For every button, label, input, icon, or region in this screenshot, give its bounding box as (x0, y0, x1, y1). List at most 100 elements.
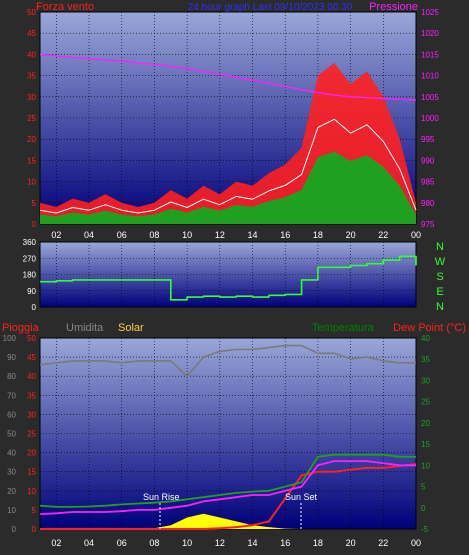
tick-label: 40 (27, 50, 36, 59)
tick-label: 90 (27, 287, 36, 296)
series-dew-point (39, 460, 416, 515)
tick-label: 15 (27, 468, 36, 477)
tick-label: 270 (23, 254, 37, 263)
series-rain (40, 463, 417, 530)
compass-letter: N (436, 301, 444, 313)
panel3-label-humidity: Umidita (66, 322, 104, 334)
tick-label: 20 (7, 487, 16, 496)
panel2-left-ticks: 360 270 180 90 0 (23, 238, 37, 312)
panel3-label-rain: Pioggia (2, 322, 40, 334)
x-tick-label: 06 (117, 538, 127, 548)
tick-label: 40 (27, 372, 36, 381)
x-tick-label: 10 (182, 538, 192, 548)
tick-label: 20 (27, 135, 36, 144)
tick-label: 20 (421, 419, 430, 428)
panel3-series (39, 344, 417, 530)
panel2-series (40, 255, 417, 301)
tick-label: 995 (421, 135, 435, 144)
x-tick-label: 08 (149, 230, 159, 240)
x-tick-label: 06 (117, 230, 127, 240)
x-tick-label: 08 (149, 538, 159, 548)
panel2-plot-area (39, 241, 417, 308)
panel3-plot-area (39, 337, 417, 530)
tick-label: 40 (421, 334, 430, 343)
x-tick-label: 16 (280, 230, 290, 240)
x-tick-label: 00 (411, 538, 421, 548)
tick-label: 35 (27, 391, 36, 400)
tick-label: 985 (421, 178, 435, 187)
tick-label: 0 (32, 220, 37, 229)
tick-label: 1010 (421, 72, 439, 81)
tick-label: 1005 (421, 93, 439, 102)
panel1-x-ticks: 02 04 06 08 10 12 14 16 18 20 22 00 (51, 230, 421, 240)
x-tick-label: 18 (313, 538, 323, 548)
tick-label: 60 (7, 410, 16, 419)
panel3-label-temp: Temperatura (312, 322, 375, 334)
compass-letter: N (436, 241, 444, 253)
tick-label: 0 (32, 303, 37, 312)
tick-label: 40 (7, 449, 16, 458)
tick-label: 5 (32, 506, 37, 515)
series-wind-direction (40, 255, 417, 301)
panel1-title-left: Forza vento (36, 1, 94, 13)
tick-label: 10 (421, 461, 430, 470)
series-wind-line (39, 118, 417, 214)
tick-label: 1020 (421, 29, 439, 38)
x-tick-label: 00 (411, 230, 421, 240)
tick-label: 180 (23, 271, 37, 280)
tick-label: 1025 (421, 8, 439, 17)
x-tick-label: 12 (215, 230, 225, 240)
x-tick-label: 20 (346, 230, 356, 240)
panel3-label-dew: Dew Point (°C) (393, 322, 466, 334)
tick-label: 1000 (421, 114, 439, 123)
tick-label: 360 (23, 238, 37, 247)
x-tick-label: 22 (378, 538, 388, 548)
tick-label: 20 (27, 449, 36, 458)
panel1-title-right: Pressione (369, 1, 418, 13)
x-tick-label: 14 (248, 230, 258, 240)
tick-label: 10 (27, 487, 36, 496)
x-tick-label: 18 (313, 230, 323, 240)
x-tick-label: 20 (346, 538, 356, 548)
x-tick-label: 10 (182, 230, 192, 240)
tick-label: 15 (421, 440, 430, 449)
panel3-grid (40, 338, 417, 529)
tick-label: 990 (421, 156, 435, 165)
tick-label: 90 (7, 353, 16, 362)
tick-label: 10 (27, 178, 36, 187)
compass-letter: W (435, 256, 446, 268)
panel3-right-ticks: 40 35 30 25 20 15 10 5 0 -5 (421, 334, 430, 534)
tick-label: 0 (32, 525, 37, 534)
tick-label: 5 (32, 199, 37, 208)
tick-label: 980 (421, 199, 435, 208)
x-tick-label: 02 (51, 538, 61, 548)
tick-label: 975 (421, 220, 435, 229)
tick-label: 30 (7, 468, 16, 477)
tick-label: 25 (27, 430, 36, 439)
compass-letter: E (436, 286, 443, 298)
compass-letter: S (436, 271, 443, 283)
tick-label: 100 (3, 334, 17, 343)
panel3-x-ticks: 02 04 06 08 10 12 14 16 18 20 22 00 (51, 538, 421, 548)
tick-label: 25 (27, 114, 36, 123)
x-tick-label: 04 (84, 538, 94, 548)
tick-label: 30 (27, 93, 36, 102)
tick-label: 25 (421, 398, 430, 407)
tick-label: 10 (7, 506, 16, 515)
tick-label: 0 (421, 504, 426, 513)
x-tick-label: 14 (248, 538, 258, 548)
x-tick-label: 16 (280, 538, 290, 548)
panel1-title-center: 24 hour graph Last 09/10/2023 00:30 (188, 2, 353, 13)
series-pressure (39, 53, 417, 101)
panel1-series (39, 53, 417, 225)
tick-label: 50 (27, 8, 36, 17)
tick-label: 1015 (421, 50, 439, 59)
panel3-label-solar: Solar (118, 322, 144, 334)
tick-label: 50 (27, 334, 36, 343)
sun-set-label: Sun Set (285, 492, 318, 502)
panel1-right-ticks: 1025 1020 1015 1010 1005 1000 995 990 985 980 975 (421, 8, 439, 229)
series-wind-average-area (40, 151, 416, 224)
tick-label: -5 (421, 525, 429, 534)
